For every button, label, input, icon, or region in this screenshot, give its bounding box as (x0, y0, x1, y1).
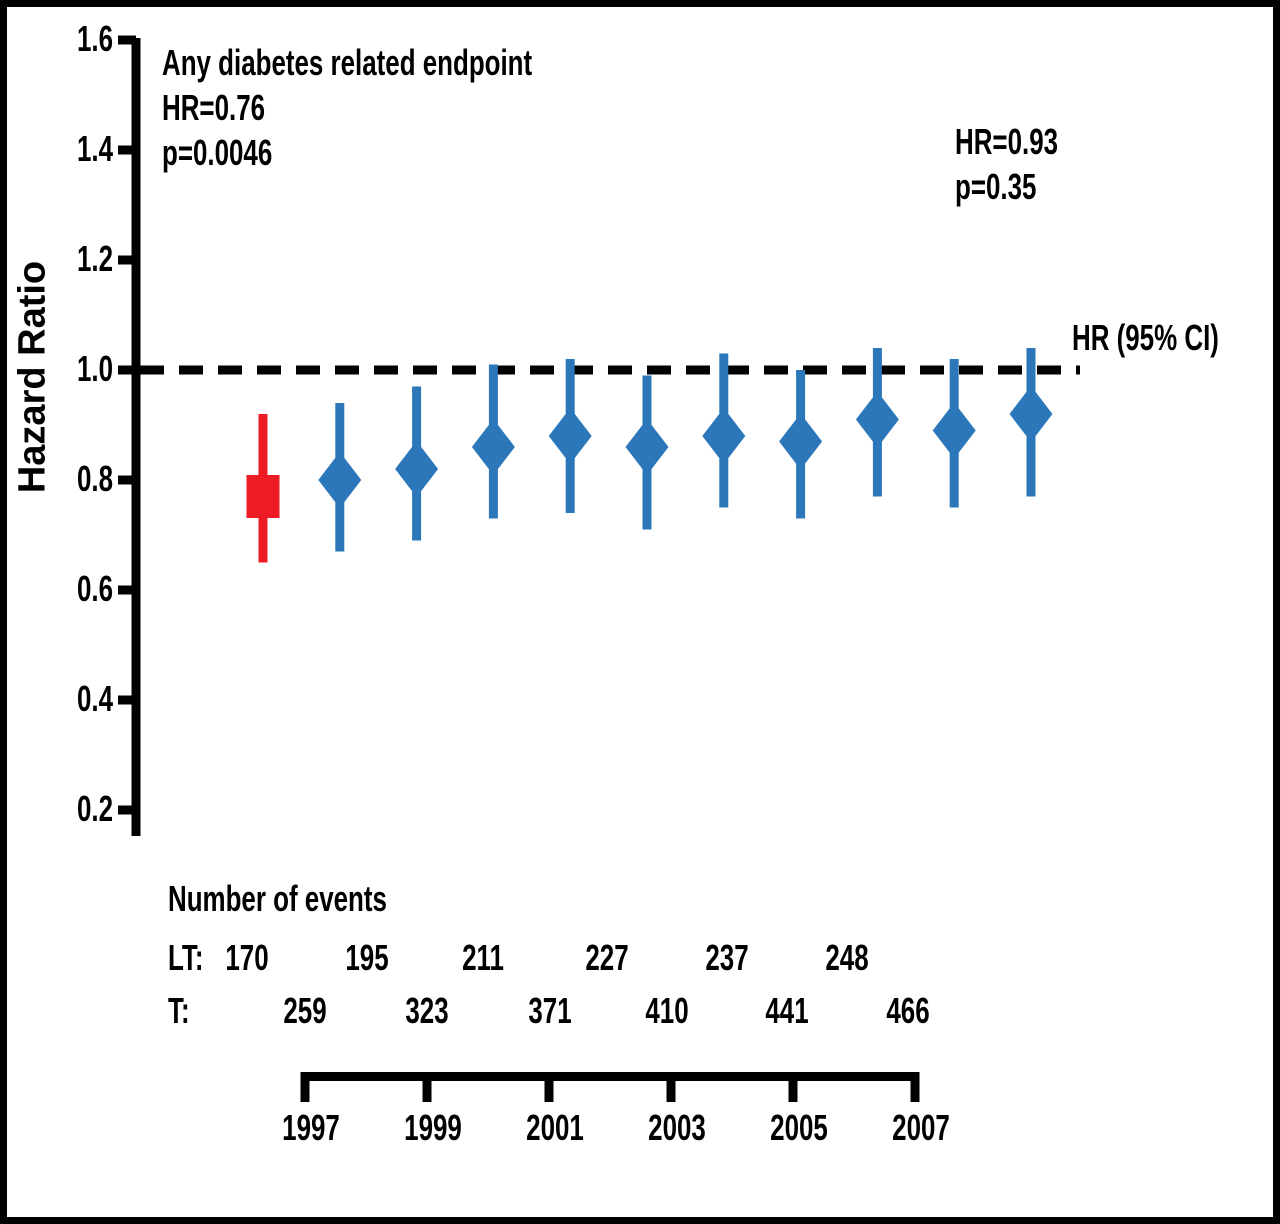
x-tick-label: 2003 (648, 1107, 706, 1148)
t-value: 410 (645, 990, 689, 1031)
point-diamond (1009, 386, 1053, 442)
reference-line-label: HR (95% CI) (1072, 317, 1219, 358)
point-diamond (702, 408, 746, 464)
lt-value: 195 (345, 937, 389, 978)
y-tick-label: 0.8 (76, 458, 113, 499)
y-tick-label: 1.2 (76, 238, 113, 279)
endpoint-title: Any diabetes related endpoint (162, 42, 533, 83)
hr-value-right: HR=0.93 (955, 121, 1059, 162)
events-row-lt-label: LT: (168, 937, 204, 978)
t-value: 323 (405, 990, 449, 1031)
lt-value: 237 (705, 937, 749, 978)
t-value: 259 (283, 990, 327, 1031)
point-diamond (625, 419, 669, 475)
y-tick-label: 1.4 (76, 128, 113, 169)
point-square (246, 475, 280, 518)
left-annotation: Any diabetes related endpoint HR=0.76 p=… (162, 40, 532, 175)
lt-value: 211 (462, 937, 504, 978)
hr-value-left: HR=0.76 (162, 87, 266, 128)
point-diamond (932, 402, 976, 459)
x-tick-label: 2005 (770, 1107, 828, 1148)
y-tick-label: 1.0 (76, 348, 113, 389)
lt-value: 248 (825, 937, 869, 978)
t-value: 441 (765, 990, 809, 1031)
y-axis-title: Hazard Ratio (11, 260, 54, 494)
x-tick-label: 1997 (282, 1107, 340, 1148)
lt-value: 227 (585, 937, 629, 978)
p-value-right: p=0.35 (955, 166, 1037, 207)
point-diamond (318, 452, 362, 508)
y-tick-label: 1.6 (76, 18, 113, 59)
y-tick-label: 0.2 (76, 788, 113, 829)
y-tick-label: 0.4 (76, 678, 113, 719)
point-diamond (779, 413, 823, 470)
lt-value: 170 (225, 937, 269, 978)
events-row-t-label: T: (168, 990, 190, 1031)
t-value: 371 (528, 990, 572, 1031)
y-tick-label: 0.6 (76, 568, 113, 609)
x-tick-label: 2001 (526, 1107, 584, 1148)
point-diamond (395, 441, 439, 497)
p-value-left: p=0.0046 (162, 132, 273, 173)
t-value: 466 (886, 990, 930, 1031)
events-table-title: Number of events (168, 878, 387, 919)
x-tick-label: 1999 (404, 1107, 462, 1148)
point-diamond (855, 391, 899, 448)
point-diamond (471, 419, 515, 475)
right-annotation: HR=0.93 p=0.35 (955, 119, 1058, 209)
point-diamond (548, 408, 592, 464)
x-tick-label: 2007 (892, 1107, 950, 1148)
